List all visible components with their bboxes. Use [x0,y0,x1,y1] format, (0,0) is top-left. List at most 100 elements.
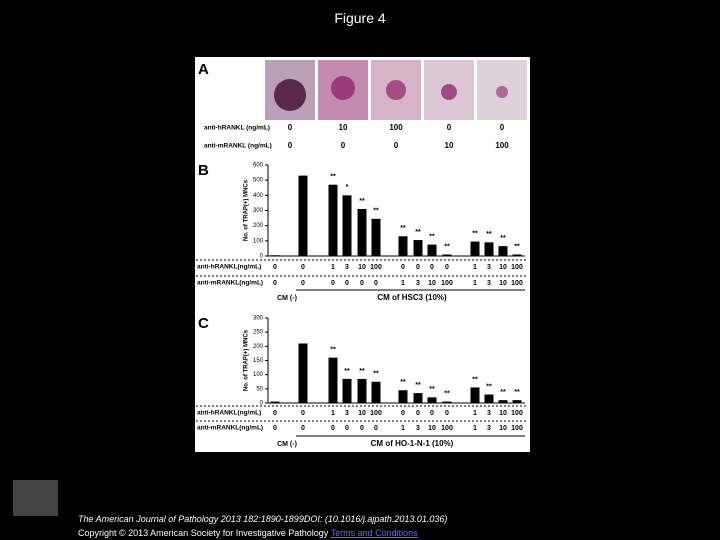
bar [328,357,338,403]
bar [371,218,381,256]
row-label: anti-mRANKL(ng/mL) [197,280,263,287]
x-tick-label: 0 [345,425,349,432]
row-value: 0 [447,123,452,132]
x-tick-label: 0 [360,425,364,432]
citation-text: The American Journal of Pathology 2013 1… [78,514,448,524]
x-tick-label: 1 [401,425,405,432]
bar [442,254,452,256]
copyright: Copyright © 2013 American Society for In… [78,528,418,538]
x-tick-label: 1 [331,264,335,271]
bar [298,175,308,256]
bar [357,208,367,256]
row-value: 10 [445,141,454,150]
x-tick-label: 0 [374,280,378,287]
significance: ** [400,225,406,232]
x-tick-label: 3 [345,410,349,417]
x-tick-label: 0 [331,280,335,287]
x-tick-label: 0 [301,410,305,417]
bar [413,240,423,256]
bar [371,381,381,403]
y-axis-label: No. of TRAP(+) MNCs [244,179,250,241]
x-tick-label: 0 [301,425,305,432]
x-tick-label: 10 [499,280,507,287]
significance: ** [359,198,365,205]
bar [398,390,408,403]
bar [512,254,522,256]
bar [413,393,423,403]
x-tick-label: 10 [358,410,366,417]
x-tick-label: 10 [499,410,507,417]
micrographs [265,60,527,120]
y-tick-label: 250 [253,330,264,336]
y-axis-label: No. of TRAP(+) MNCs [244,329,250,391]
publisher-logo [13,480,58,516]
row-value: 0 [394,141,399,150]
significance: ** [486,383,492,390]
x-tick-label: 0 [416,264,420,271]
bar [298,343,308,403]
x-tick-label: 0 [273,410,277,417]
x-tick-label: 1 [473,410,477,417]
group-label: CM (-) [277,441,297,448]
bar [427,397,437,403]
terms-link[interactable]: Terms and Conditions [330,528,418,538]
bar [342,195,352,256]
micrograph-cell [386,80,406,100]
x-tick-label: 100 [511,425,523,432]
row-label: anti-hRANKL(ng/mL) [197,410,261,417]
micrograph-cell [274,79,306,111]
group-label: CM of HO-1-N-1 (10%) [371,439,454,448]
x-tick-label: 10 [499,264,507,271]
panel-letter: A [198,61,209,78]
row-label: anti-mRANKL(ng/mL) [197,425,263,432]
bar [484,242,494,256]
micrograph-cell [496,86,508,98]
x-tick-label: 0 [273,264,277,271]
significance: ** [330,347,336,354]
y-tick-label: 0 [260,254,264,260]
micrograph-cell [331,76,355,100]
x-tick-label: 0 [345,280,349,287]
x-tick-label: 100 [511,410,523,417]
group-label: CM of HSC3 (10%) [377,293,447,302]
y-tick-label: 300 [253,208,264,214]
bar [357,378,367,403]
significance: * [346,184,349,191]
x-tick-label: 0 [445,410,449,417]
x-tick-label: 0 [374,425,378,432]
significance: ** [500,389,506,396]
significance: ** [500,235,506,242]
y-tick-label: 100 [253,372,264,378]
x-tick-label: 3 [345,264,349,271]
y-tick-label: 150 [253,358,264,364]
x-tick-label: 3 [487,410,491,417]
x-tick-label: 100 [511,264,523,271]
x-tick-label: 0 [301,264,305,271]
bar [427,244,437,256]
significance: ** [429,233,435,240]
significance: ** [514,389,520,396]
x-tick-label: 3 [487,264,491,271]
x-tick-label: 0 [401,264,405,271]
y-tick-label: 300 [253,316,264,322]
x-tick-label: 1 [401,280,405,287]
y-tick-label: 50 [256,386,263,392]
panel-letter: B [198,162,209,179]
bar [342,378,352,403]
x-tick-label: 100 [511,280,523,287]
significance: ** [400,379,406,386]
row-label: anti-hRANKL(ng/mL) [197,264,261,271]
y-tick-label: 400 [253,193,264,199]
y-tick-label: 600 [253,163,264,169]
y-tick-label: 100 [253,238,264,244]
significance: ** [429,386,435,393]
bar [398,236,408,256]
row-value: 0 [500,123,505,132]
row-value: 0 [341,141,346,150]
x-tick-label: 0 [273,425,277,432]
bar [498,400,508,403]
x-tick-label: 100 [441,280,453,287]
bar [470,241,480,256]
